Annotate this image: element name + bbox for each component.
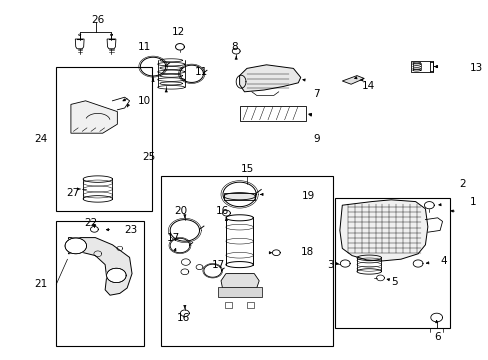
Text: 17: 17 — [211, 260, 225, 270]
Text: 22: 22 — [83, 218, 97, 228]
Polygon shape — [339, 200, 427, 261]
Text: 17: 17 — [166, 233, 180, 243]
Bar — [224, 302, 232, 308]
Text: 10: 10 — [138, 96, 150, 106]
Text: 5: 5 — [390, 276, 397, 287]
Polygon shape — [239, 65, 300, 92]
Bar — [56, 67, 151, 211]
Text: 6: 6 — [433, 332, 440, 342]
Text: 21: 21 — [34, 279, 47, 289]
Text: 3: 3 — [326, 260, 333, 270]
Bar — [410, 61, 429, 72]
Text: 19: 19 — [301, 191, 314, 201]
Text: 18: 18 — [300, 247, 313, 257]
Text: 8: 8 — [231, 42, 238, 52]
Polygon shape — [342, 76, 364, 84]
Text: 23: 23 — [124, 225, 138, 235]
Polygon shape — [106, 268, 126, 283]
Polygon shape — [65, 238, 86, 254]
Text: 11: 11 — [194, 67, 207, 77]
Bar — [246, 302, 254, 308]
Text: 16: 16 — [215, 206, 229, 216]
Text: 15: 15 — [240, 164, 253, 174]
Text: 11: 11 — [137, 42, 151, 52]
Text: 16: 16 — [176, 312, 190, 323]
Text: 12: 12 — [171, 27, 185, 37]
Text: 1: 1 — [468, 197, 475, 207]
Text: 25: 25 — [142, 152, 155, 162]
Text: 24: 24 — [34, 134, 47, 144]
Bar — [161, 176, 332, 346]
Text: 7: 7 — [312, 89, 319, 99]
Bar — [56, 221, 144, 346]
Polygon shape — [221, 274, 259, 288]
Text: 14: 14 — [361, 81, 374, 91]
Text: 20: 20 — [174, 206, 187, 216]
Text: 13: 13 — [468, 63, 482, 73]
Bar — [224, 193, 255, 200]
Text: 27: 27 — [66, 188, 79, 198]
Polygon shape — [71, 101, 117, 133]
Text: 26: 26 — [91, 15, 104, 25]
Bar — [217, 287, 261, 297]
Text: 2: 2 — [459, 179, 466, 189]
Text: 4: 4 — [439, 256, 446, 266]
Polygon shape — [68, 238, 132, 295]
Bar — [334, 198, 449, 328]
Bar — [239, 106, 305, 121]
Text: 9: 9 — [312, 134, 319, 144]
